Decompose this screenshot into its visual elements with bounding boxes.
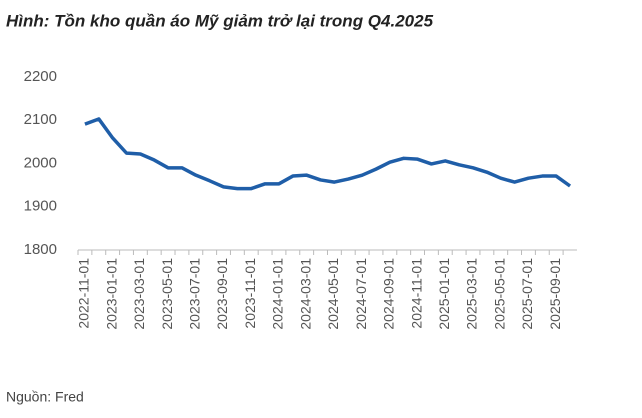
line	[84, 117, 572, 191]
x-tick-label: 2023-09-01	[214, 258, 230, 330]
x-tick-label: 2024-09-01	[381, 258, 397, 330]
x-tick-label: 2025-01-01	[436, 258, 452, 330]
x-tick-label: 2023-07-01	[187, 258, 203, 330]
x-tick-label: 2023-01-01	[103, 258, 119, 330]
y-tick-label: 2000	[24, 154, 57, 171]
x-tick-label: 2025-05-01	[491, 258, 507, 330]
x-tick-label: 2024-03-01	[297, 258, 313, 330]
x-tick-label: 2025-03-01	[464, 258, 480, 330]
x-tick-label: 2023-11-01	[242, 258, 258, 329]
x-tick-label: 2024-05-01	[325, 258, 341, 330]
source: Nguồn: Fred	[6, 389, 84, 405]
x-tick-label: 2023-03-01	[131, 258, 147, 330]
x-tick-label: 2024-07-01	[353, 258, 369, 330]
x-tick-label: 2024-01-01	[270, 258, 286, 330]
x-tick-label: 2025-09-01	[547, 258, 563, 330]
x-tick-label: 2022-11-01	[76, 258, 92, 329]
y-tick-label: 1800	[24, 241, 57, 258]
y-tick-label: 1900	[24, 198, 57, 215]
y-tick-label: 2100	[24, 111, 57, 128]
x-tick-label: 2023-05-01	[159, 258, 175, 330]
chart-title: Hình: Tồn kho quần áo Mỹ giảm trở lại tr…	[6, 11, 434, 30]
x-tick-label: 2024-11-01	[408, 258, 424, 329]
y-tick-label: 2200	[24, 68, 57, 85]
x-tick-label: 2025-07-01	[519, 258, 535, 330]
